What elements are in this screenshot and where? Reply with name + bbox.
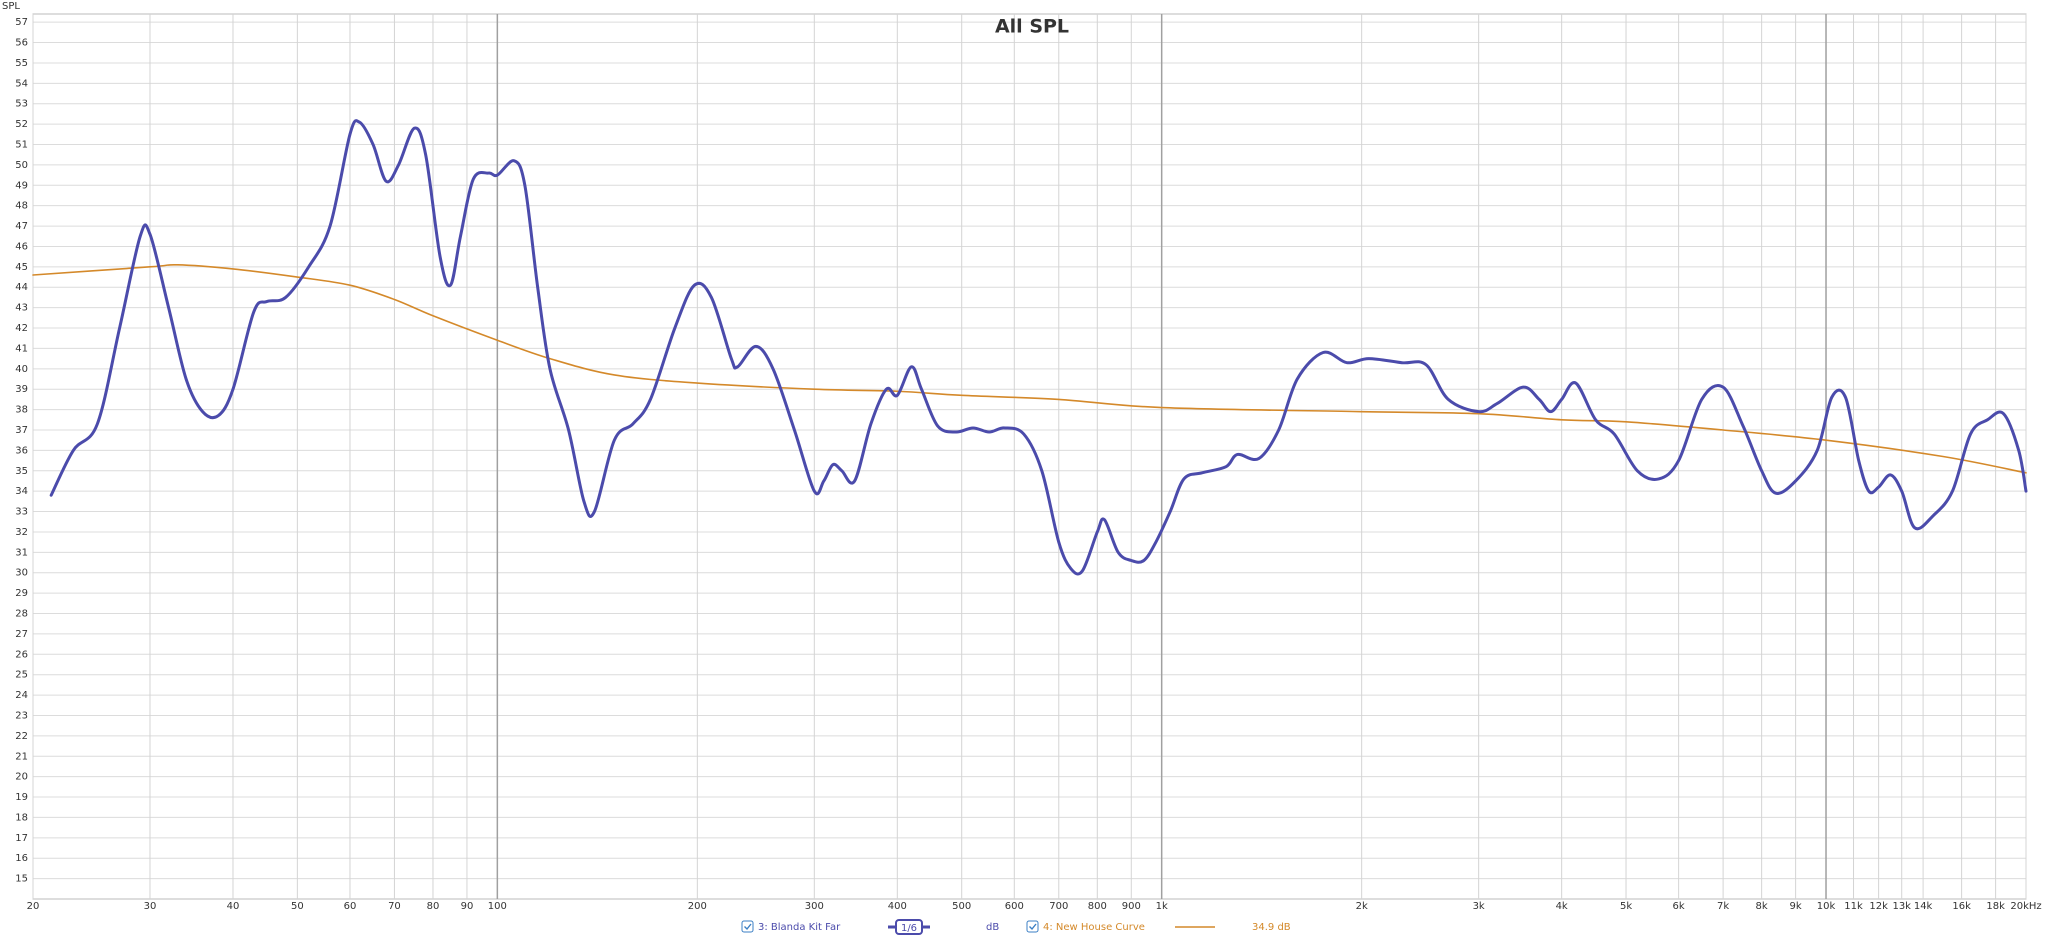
y-tick-label: 26 [15, 649, 28, 660]
legend-checkbox[interactable] [741, 920, 754, 933]
x-tick-label: 8k [1756, 901, 1768, 912]
y-tick-label: 28 [15, 609, 28, 620]
y-tick-label: 27 [15, 629, 28, 640]
x-tick-label: 30 [144, 901, 157, 912]
y-tick-label: 38 [15, 405, 28, 416]
x-tick-label: 20 [27, 901, 40, 912]
checkbox-check [1029, 923, 1037, 931]
x-tick-label: 16k [1952, 901, 1971, 912]
y-tick-label: 16 [15, 853, 28, 864]
x-tick-label: 50 [291, 901, 304, 912]
y-tick-label: 50 [15, 160, 28, 171]
x-tick-label: 800 [1088, 901, 1107, 912]
y-tick-label: 45 [15, 262, 28, 273]
x-tick-label: 100 [488, 901, 507, 912]
y-axis-label: SPL [2, 1, 20, 12]
unit-label: dB [986, 922, 999, 933]
y-tick-label: 52 [15, 119, 28, 130]
y-tick-label: 24 [15, 690, 28, 701]
y-tick-label: 19 [15, 792, 28, 803]
checkbox-check [744, 923, 752, 931]
y-tick-label: 42 [15, 323, 28, 334]
x-tick-label: 300 [805, 901, 824, 912]
checkbox-box[interactable] [741, 920, 754, 933]
chart-title: All SPL [995, 16, 1069, 38]
y-tick-label: 32 [15, 527, 28, 538]
x-tick-label: 200 [688, 901, 707, 912]
y-tick-label: 23 [15, 710, 28, 721]
x-tick-label: 14k [1914, 901, 1933, 912]
x-tick-label: 20kHz [2010, 901, 2041, 912]
y-tick-label: 22 [15, 731, 28, 742]
offset-label: 34.9 dB [1252, 922, 1291, 933]
y-tick-label: 47 [15, 221, 28, 232]
smoothing-label: 1/6 [901, 923, 917, 934]
legend-label[interactable]: 3: Blanda Kit Far [758, 922, 841, 933]
y-tick-label: 30 [15, 568, 28, 579]
checkbox-box[interactable] [1026, 920, 1039, 933]
x-tick-label: 9k [1790, 901, 1802, 912]
x-tick-label: 12k [1869, 901, 1888, 912]
y-tick-label: 29 [15, 588, 28, 599]
y-tick-label: 20 [15, 772, 28, 783]
y-tick-label: 21 [15, 751, 28, 762]
y-tick-label: 43 [15, 303, 28, 314]
y-tick-label: 40 [15, 364, 28, 375]
y-tick-label: 51 [15, 140, 28, 151]
y-tick-label: 15 [15, 874, 28, 885]
smoothing-icon[interactable]: 1/6 [888, 919, 930, 935]
x-tick-label: 5k [1620, 901, 1632, 912]
series-line [49, 119, 2028, 576]
x-tick-label: 600 [1005, 901, 1024, 912]
x-tick-label: 400 [888, 901, 907, 912]
x-tick-label: 500 [952, 901, 971, 912]
x-tick-label: 80 [427, 901, 440, 912]
x-tick-label: 7k [1717, 901, 1729, 912]
y-tick-label: 46 [15, 241, 28, 252]
y-tick-label: 25 [15, 670, 28, 681]
x-tick-label: 13k [1892, 901, 1911, 912]
x-tick-label: 70 [388, 901, 401, 912]
y-tick-label: 36 [15, 445, 28, 456]
y-tick-label: 49 [15, 180, 28, 191]
x-tick-label: 11k [1844, 901, 1863, 912]
legend-label[interactable]: 4: New House Curve [1043, 922, 1145, 933]
smoothing-box [895, 919, 923, 935]
legend: 3: Blanda Kit Far 1/6 dB 4: New House Cu… [741, 919, 1291, 935]
y-tick-label: 44 [15, 282, 28, 293]
y-tick-label: 56 [15, 38, 28, 49]
y-tick-label: 53 [15, 99, 28, 110]
x-tick-label: 700 [1049, 901, 1068, 912]
x-tick-label: 18k [1986, 901, 2005, 912]
y-tick-label: 39 [15, 384, 28, 395]
y-tick-label: 33 [15, 507, 28, 518]
y-tick-label: 41 [15, 343, 28, 354]
x-tick-label: 1k [1156, 901, 1168, 912]
y-tick-label: 57 [15, 17, 28, 28]
x-tick-label: 60 [344, 901, 357, 912]
x-tick-label: 90 [461, 901, 474, 912]
x-tick-label: 4k [1556, 901, 1568, 912]
y-tick-label: 54 [15, 78, 28, 89]
y-tick-label: 48 [15, 201, 28, 212]
y-tick-label: 34 [15, 486, 28, 497]
legend-checkbox[interactable] [1026, 920, 1039, 933]
x-tick-label: 40 [227, 901, 240, 912]
y-tick-label: 18 [15, 812, 28, 823]
plot-area [32, 13, 2027, 900]
x-tick-label: 6k [1673, 901, 1685, 912]
y-tick-label: 31 [15, 547, 28, 558]
y-tick-label: 35 [15, 466, 28, 477]
x-tick-label: 10k [1817, 901, 1836, 912]
x-tick-label: 3k [1473, 901, 1485, 912]
y-tick-label: 17 [15, 833, 28, 844]
y-tick-label: 55 [15, 58, 28, 69]
x-tick-label: 2k [1356, 901, 1368, 912]
x-tick-label: 900 [1122, 901, 1141, 912]
grid [32, 13, 2027, 900]
y-tick-label: 37 [15, 425, 28, 436]
